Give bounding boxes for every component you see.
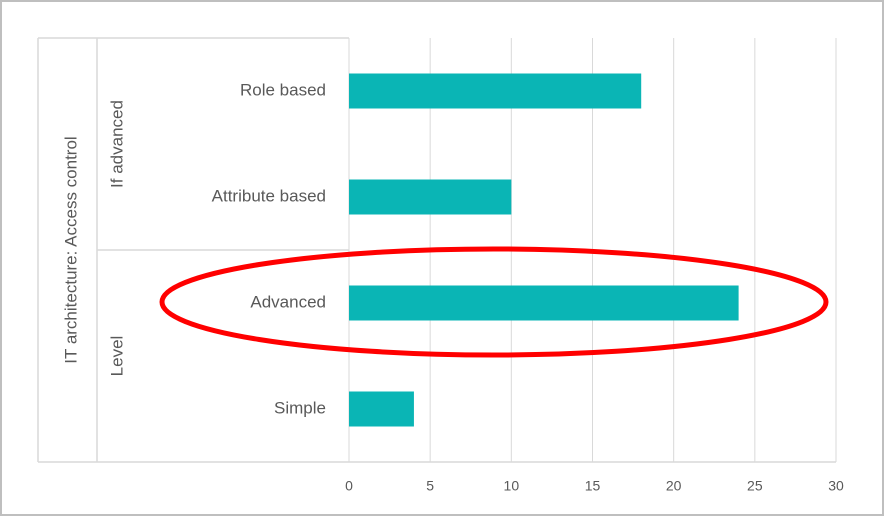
group-label: If advanced — [107, 100, 126, 188]
x-tick-label: 10 — [504, 478, 520, 494]
bar — [349, 73, 642, 109]
x-tick-label: 30 — [828, 478, 844, 494]
bar — [349, 179, 512, 215]
y-tick-label: Attribute based — [212, 186, 326, 205]
x-tick-label: 5 — [426, 478, 434, 494]
annotation-ellipse — [159, 246, 829, 358]
y-tick-label: Role based — [240, 80, 326, 99]
x-tick-label: 25 — [747, 478, 763, 494]
bar — [349, 391, 414, 427]
x-tick-label: 0 — [345, 478, 353, 494]
y-tick-label: Simple — [274, 398, 326, 417]
x-tick-label: 15 — [585, 478, 601, 494]
bar — [349, 285, 739, 321]
group-label: Level — [107, 336, 126, 377]
y-tick-label: Advanced — [250, 292, 326, 311]
x-tick-label: 20 — [666, 478, 682, 494]
axis-label: IT architecture: Access control — [61, 136, 80, 363]
